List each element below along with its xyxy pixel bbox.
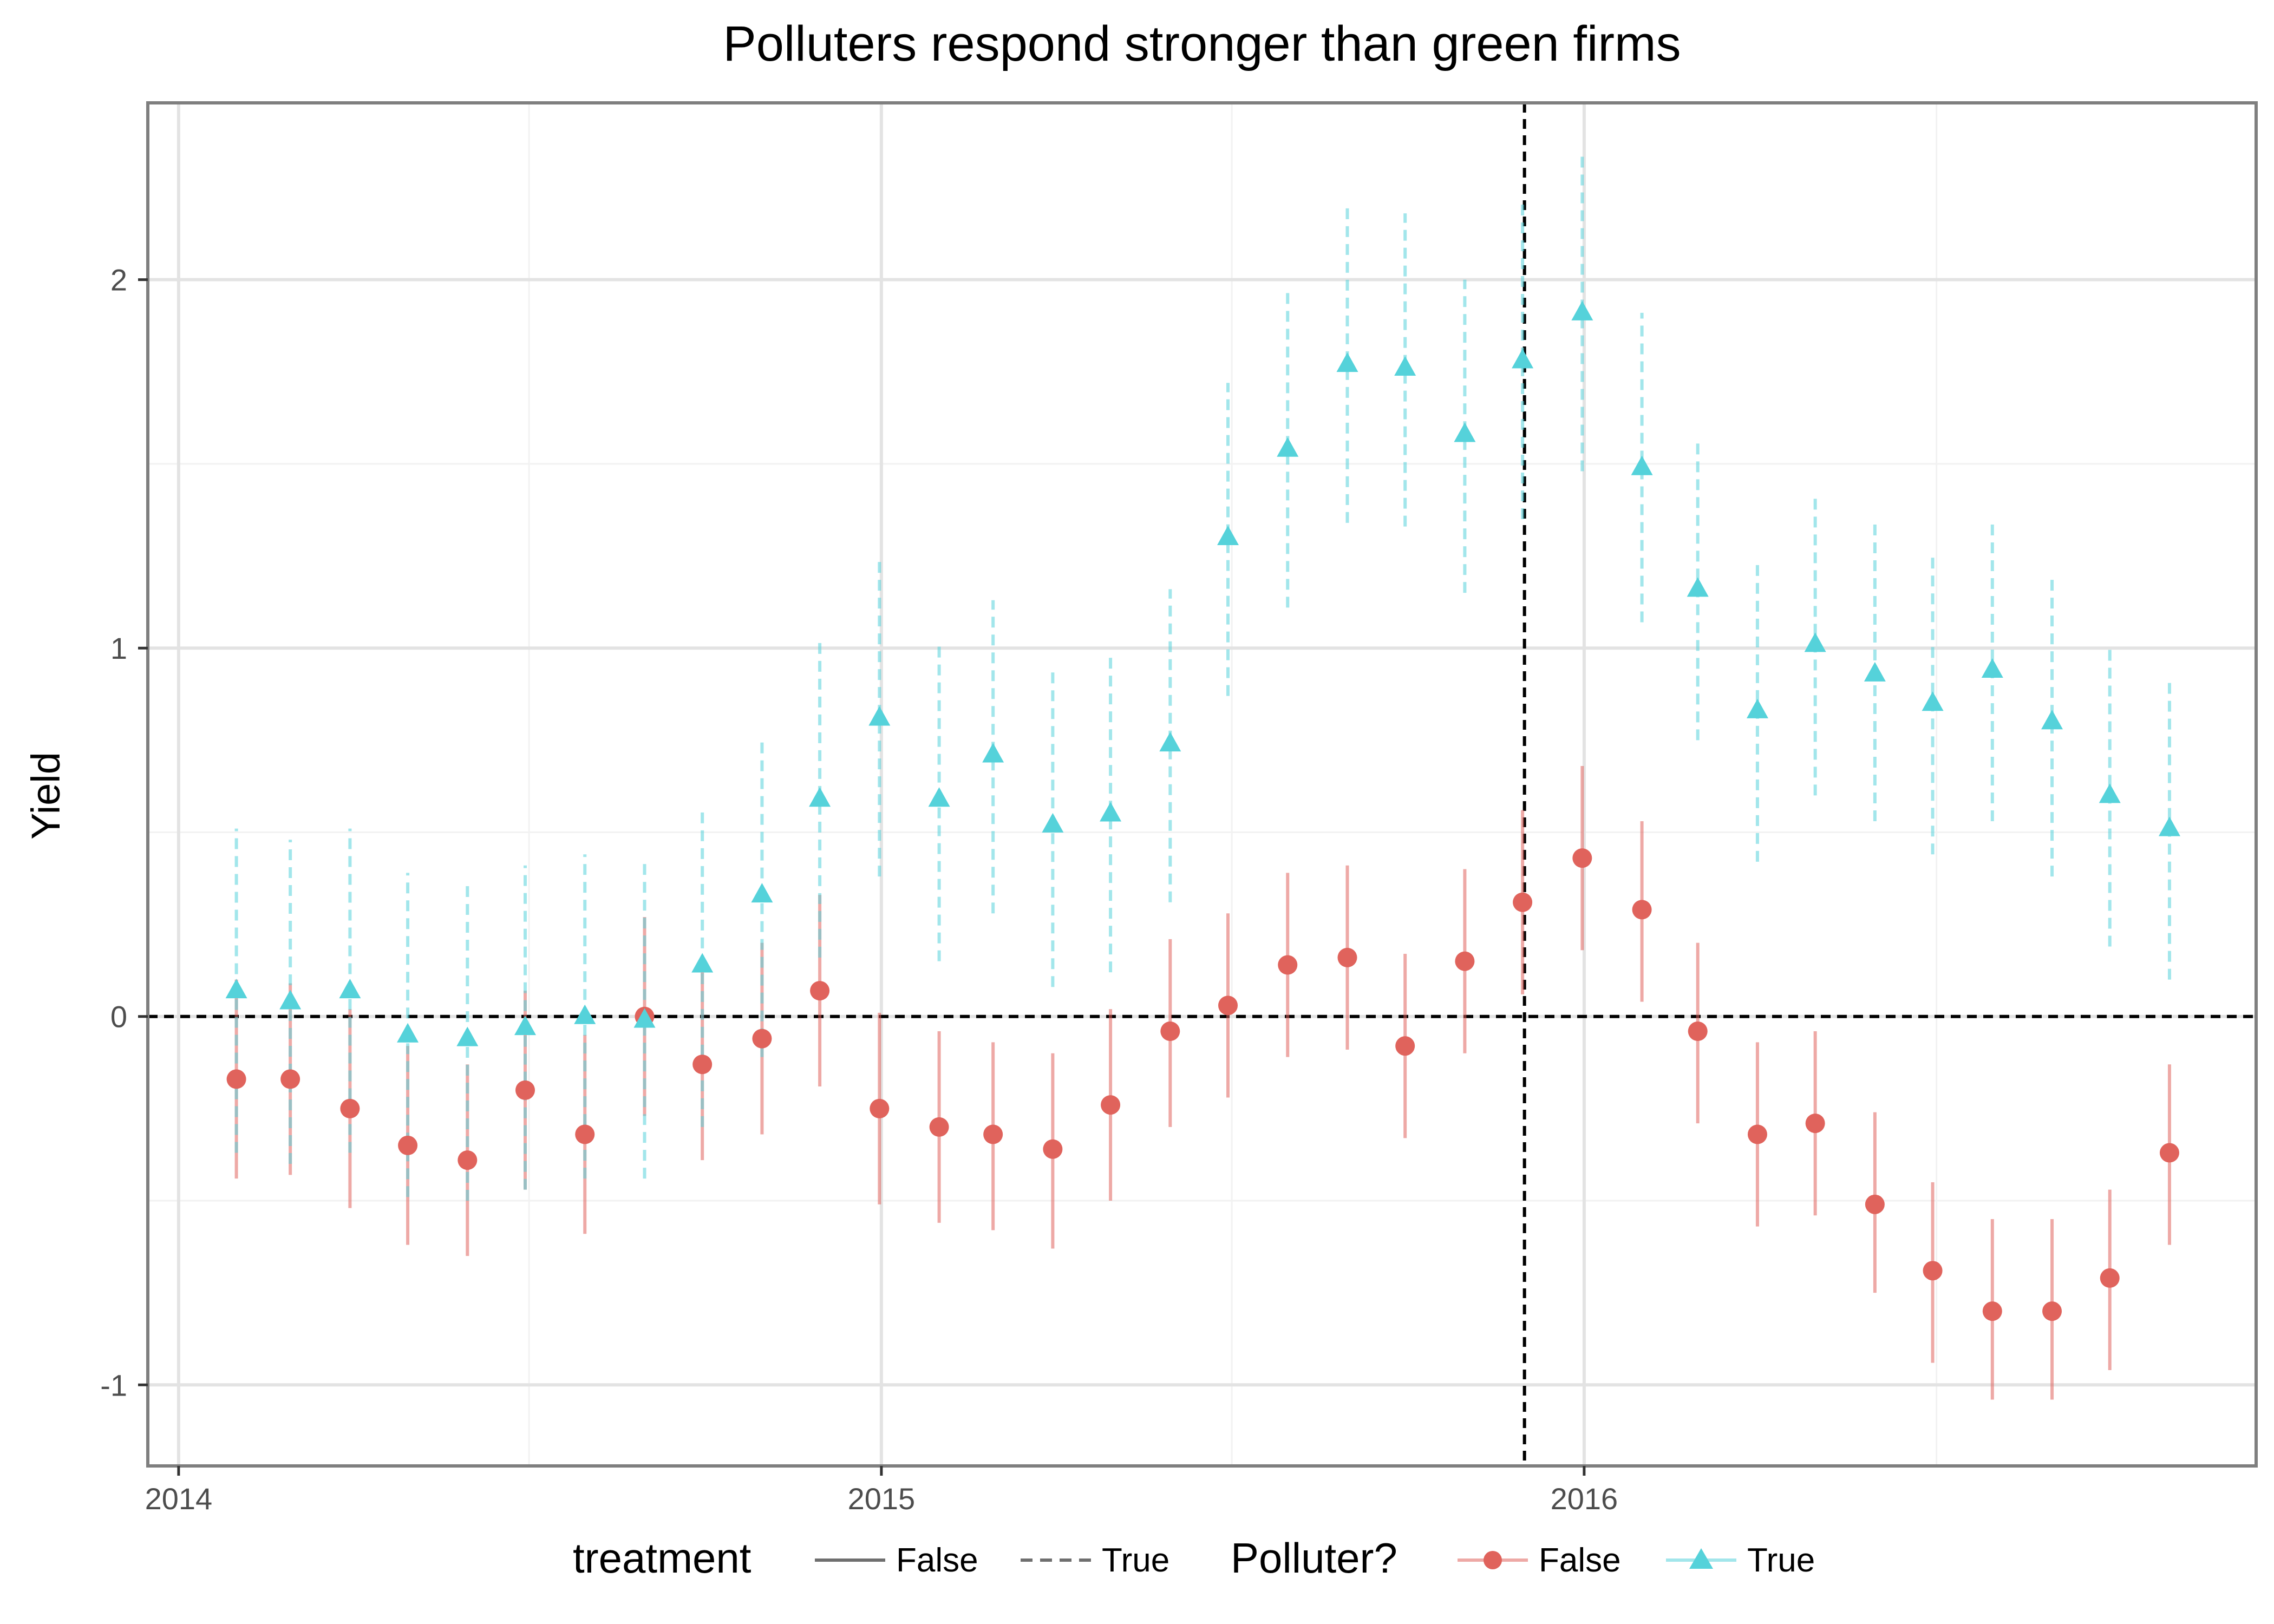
data-point-polluter-false	[1513, 892, 1533, 912]
plot-border	[146, 101, 2258, 1468]
data-point-polluter-true	[751, 883, 773, 903]
data-point-polluter-false	[2100, 1268, 2120, 1288]
data-point-polluter-true	[691, 953, 714, 973]
data-point-polluter-true	[514, 1016, 537, 1036]
x-tick-label: 2014	[145, 1482, 213, 1516]
y-tick-label: 0	[110, 1000, 127, 1034]
data-point-polluter-true	[809, 787, 831, 807]
data-point-polluter-false	[1337, 947, 1357, 967]
legend-polluter-false-label: False	[1539, 1542, 1621, 1579]
data-point-polluter-true	[1277, 437, 1299, 457]
data-point-polluter-true	[1687, 577, 1709, 597]
data-marks	[225, 154, 2180, 1400]
chart-title: Polluters respond stronger than green fi…	[723, 16, 1681, 71]
data-point-polluter-false	[226, 1069, 246, 1089]
data-point-polluter-true	[397, 1023, 419, 1043]
data-point-polluter-true	[928, 787, 950, 807]
data-point-polluter-false	[398, 1135, 418, 1155]
data-point-polluter-false	[1805, 1114, 1825, 1134]
data-point-polluter-false	[1101, 1095, 1121, 1115]
data-point-polluter-true	[1394, 356, 1416, 376]
data-point-polluter-true	[1746, 698, 1768, 718]
data-point-polluter-false	[1747, 1124, 1767, 1144]
data-point-polluter-false	[752, 1029, 772, 1049]
reference-lines	[148, 103, 2256, 1466]
data-point-polluter-true	[982, 743, 1004, 763]
data-point-polluter-false	[810, 981, 830, 1001]
legend-polluter-title: Polluter?	[1231, 1534, 1397, 1582]
legend-polluter-true-label: True	[1747, 1542, 1815, 1579]
plot-area	[146, 101, 2258, 1468]
data-point-polluter-false	[1865, 1194, 1885, 1214]
data-point-polluter-true	[1217, 526, 1239, 546]
data-point-polluter-false	[1218, 996, 1238, 1016]
data-point-polluter-true	[1571, 300, 1593, 320]
data-point-polluter-true	[1159, 732, 1181, 752]
data-point-polluter-true	[1336, 352, 1358, 372]
legend: treatment False True Polluter? False Tru…	[573, 1534, 1815, 1582]
data-point-polluter-false	[1395, 1036, 1415, 1056]
x-tick-label: 2015	[848, 1482, 916, 1516]
data-point-polluter-true	[1864, 662, 1886, 682]
x-tick-label: 2016	[1551, 1482, 1618, 1516]
gridlines	[148, 103, 2256, 1466]
data-point-polluter-false	[870, 1098, 890, 1118]
data-point-polluter-true	[633, 1008, 656, 1028]
data-point-polluter-false	[1982, 1301, 2002, 1321]
data-point-polluter-false	[1043, 1139, 1063, 1159]
legend-treatment-false-label: False	[896, 1542, 978, 1579]
data-point-polluter-false	[929, 1117, 949, 1137]
data-point-polluter-true	[339, 979, 361, 999]
data-point-polluter-true	[225, 979, 247, 999]
data-point-polluter-false	[575, 1124, 595, 1144]
data-point-polluter-true	[456, 1026, 479, 1046]
data-point-polluter-true	[1631, 455, 1653, 475]
y-axis-title: Yield	[23, 752, 68, 840]
data-point-polluter-false	[2159, 1143, 2179, 1163]
data-point-polluter-true	[1042, 813, 1064, 833]
data-point-polluter-true	[1512, 349, 1534, 369]
plot-background	[148, 103, 2256, 1466]
data-point-polluter-false	[280, 1069, 300, 1089]
data-point-polluter-false	[1572, 848, 1592, 868]
data-point-polluter-false	[1455, 951, 1475, 971]
data-point-polluter-false	[1632, 900, 1652, 920]
y-tick-label: -1	[100, 1368, 127, 1402]
data-point-polluter-false	[2042, 1301, 2062, 1321]
data-point-polluter-true	[1922, 691, 1944, 711]
y-axis: -1 0 1 2	[100, 263, 148, 1402]
data-point-polluter-false	[692, 1055, 713, 1075]
data-point-polluter-true	[1981, 658, 2003, 678]
data-point-polluter-false	[515, 1080, 535, 1100]
data-point-polluter-false	[1923, 1261, 1943, 1281]
legend-key-polluter-true-marker	[1689, 1548, 1713, 1569]
data-point-polluter-false	[340, 1098, 360, 1118]
data-point-polluter-false	[1278, 955, 1298, 975]
data-point-polluter-true	[2041, 710, 2063, 730]
data-point-polluter-true	[574, 1004, 596, 1024]
data-point-polluter-true	[279, 990, 302, 1010]
data-point-polluter-true	[1804, 632, 1826, 652]
y-tick-label: 1	[110, 631, 127, 665]
data-point-polluter-true	[1454, 422, 1476, 442]
legend-key-polluter-false-marker	[1484, 1551, 1502, 1569]
legend-treatment-true-label: True	[1102, 1542, 1169, 1579]
data-point-polluter-false	[983, 1124, 1003, 1144]
data-point-polluter-true	[2158, 816, 2180, 836]
data-point-polluter-true	[1100, 802, 1122, 822]
y-tick-label: 2	[110, 263, 127, 297]
data-point-polluter-false	[458, 1150, 478, 1170]
data-point-polluter-true	[868, 706, 891, 726]
x-axis: 2014 2015 2016	[145, 1466, 1618, 1516]
data-point-polluter-false	[1688, 1021, 1708, 1041]
data-point-polluter-false	[1160, 1021, 1180, 1041]
data-point-polluter-true	[2099, 783, 2121, 803]
legend-treatment-title: treatment	[573, 1534, 752, 1582]
